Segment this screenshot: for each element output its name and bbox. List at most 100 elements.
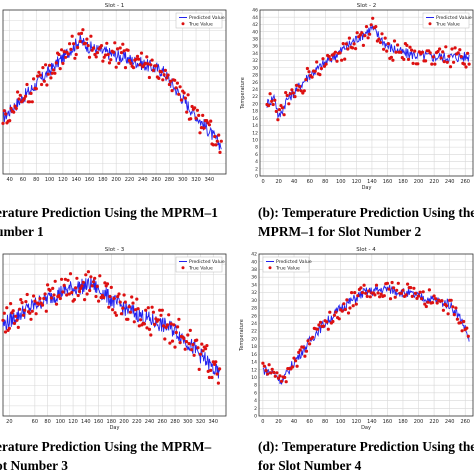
y-tick-label: 4 (255, 159, 258, 165)
x-tick-label: 100 (56, 419, 66, 425)
y-tick-label: 18 (251, 344, 257, 350)
true-value-point (462, 319, 466, 324)
true-value-point (146, 62, 150, 66)
true-value-point (446, 312, 450, 316)
true-value-point (267, 363, 271, 367)
true-value-point (195, 338, 199, 342)
true-value-point (204, 347, 208, 351)
y-tick-label: 20 (251, 336, 257, 342)
true-value-point (189, 117, 193, 121)
true-value-point (288, 92, 292, 96)
true-value-point (350, 46, 355, 50)
true-value-point (137, 324, 141, 328)
true-value-point (340, 309, 344, 313)
true-value-point (50, 71, 54, 75)
x-tick-label: 180 (398, 179, 408, 185)
true-value-point (98, 274, 102, 278)
true-value-point (165, 76, 169, 80)
x-tick-label: 180 (398, 419, 408, 425)
true-value-point (268, 92, 272, 96)
true-value-point (138, 63, 142, 67)
true-value-point (450, 47, 454, 51)
true-value-point (22, 97, 26, 101)
true-value-point (304, 78, 308, 82)
true-value-point (205, 344, 209, 348)
true-value-point (135, 297, 139, 301)
true-value-point (162, 73, 166, 77)
y-tick-label: 32 (252, 58, 258, 64)
true-value-point (365, 294, 369, 298)
true-value-point (313, 69, 317, 73)
true-value-point (211, 360, 215, 364)
chart-slot-1: Slot - 1 40 60 80 100 120 140 160 180 200 220 240 26… (1, 3, 227, 183)
true-value-point (284, 380, 288, 384)
true-value-point (166, 73, 170, 77)
y-tick-label: 10 (252, 138, 258, 144)
true-value-point (130, 295, 134, 299)
true-value-point (368, 32, 372, 36)
true-value-point (99, 44, 104, 48)
true-value-point (449, 298, 453, 302)
legend-box (175, 256, 223, 273)
y-tick-label: 34 (251, 282, 257, 288)
true-value-point (167, 82, 171, 87)
true-value-point (344, 42, 348, 46)
true-value-point (432, 294, 436, 298)
true-value-point (413, 291, 417, 295)
x-tick-label: 220 (429, 179, 439, 185)
true-value-point (426, 300, 430, 304)
x-tick-label: 100 (336, 419, 346, 425)
true-value-point (19, 298, 23, 302)
x-axis-label: Day (362, 185, 372, 191)
true-value-point (186, 93, 190, 97)
true-value-point (319, 66, 323, 71)
true-value-point (295, 364, 299, 368)
x-tick-label: 20 (275, 419, 281, 425)
true-value-point (77, 289, 82, 294)
y-tick-label: 22 (252, 94, 258, 100)
true-value-point (458, 321, 463, 325)
true-value-point (37, 302, 41, 306)
y-tick-label: 8 (254, 383, 257, 389)
true-value-point (185, 110, 189, 114)
true-value-point (161, 78, 165, 82)
legend-label-predicted: Predicted Value (189, 259, 225, 265)
true-value-point (93, 276, 97, 280)
x-tick-label: 240 (138, 177, 148, 183)
true-value-point (86, 44, 90, 48)
true-value-point (178, 85, 182, 89)
true-value-point (326, 327, 330, 331)
y-tick-label: 36 (251, 275, 257, 281)
y-tick-label: 26 (251, 313, 257, 319)
true-value-point (37, 70, 41, 74)
x-tick-label: 80 (33, 177, 39, 183)
true-value-point (48, 288, 52, 293)
true-value-point (307, 70, 311, 74)
true-value-point (179, 98, 183, 102)
legend-label-predicted: Predicted Value (276, 259, 312, 265)
true-value-point (198, 352, 203, 356)
true-value-point (154, 64, 158, 68)
true-value-point (49, 296, 54, 300)
true-value-point (373, 293, 377, 297)
true-value-point (434, 297, 438, 301)
true-value-point (78, 39, 82, 44)
true-value-point (68, 272, 73, 276)
true-value-point (12, 110, 16, 114)
true-value-point (81, 280, 85, 284)
true-value-point (217, 133, 221, 137)
x-tick-label: 260 (460, 419, 470, 425)
true-value-point (40, 82, 44, 87)
true-value-point (276, 118, 280, 122)
true-value-point (390, 280, 394, 285)
true-value-point (445, 60, 449, 64)
true-value-point (276, 376, 281, 380)
true-value-point (218, 367, 222, 371)
true-value-point (149, 333, 153, 337)
true-value-point (151, 68, 155, 72)
true-value-point (214, 360, 218, 364)
true-value-point (327, 55, 331, 59)
true-value-point (465, 326, 469, 330)
true-value-point (97, 299, 101, 303)
